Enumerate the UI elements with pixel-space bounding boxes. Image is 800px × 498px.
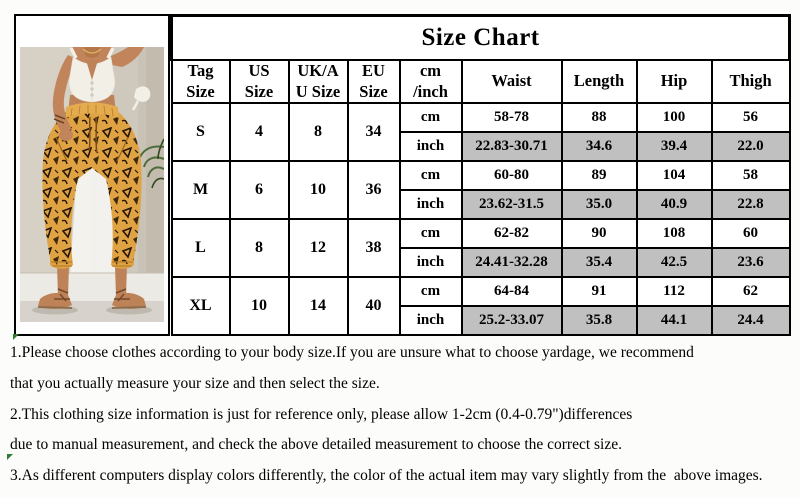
comment-marker-icon	[7, 454, 13, 460]
cell-xl-eu: 40	[346, 276, 401, 337]
cell-xl-hip-cm: 112	[635, 276, 713, 308]
cell-s-uk_au: 8	[287, 102, 349, 163]
size-row-l-inch: inch 24.41-32.28 35.4 42.5 23.6	[172, 247, 791, 279]
note-line-3: 2.This clothing size information is just…	[10, 405, 633, 423]
cell-s-thigh-inch: 22.0	[710, 131, 791, 163]
size-row-xl-inch: inch 25.2-33.07 35.8 44.1 24.4	[172, 305, 791, 337]
cell-m-waist-cm: 60-80	[460, 160, 563, 192]
cell-l-uk_au: 12	[287, 218, 349, 279]
column-header-thigh: Thigh	[710, 58, 791, 105]
cell-s-waist-inch: 22.83-30.71	[460, 131, 563, 163]
cell-xl-unit-cm: cm	[398, 276, 463, 308]
comment-marker-icon	[13, 334, 19, 340]
cell-s-unit-cm: cm	[398, 102, 463, 134]
cell-s-thigh-cm: 56	[710, 102, 791, 134]
cell-l-thigh-cm: 60	[710, 218, 791, 250]
cell-xl-length-inch: 35.8	[560, 305, 638, 337]
cell-xl-thigh-cm: 62	[710, 276, 791, 308]
note-line-4: due to manual measurement, and check the…	[10, 436, 622, 454]
cell-m-tag: M	[170, 160, 231, 221]
size-chart-title: Size Chart	[169, 14, 792, 61]
size-row-s-inch: inch 22.83-30.71 34.6 39.4 22.0	[172, 131, 791, 163]
cell-s-unit-inch: inch	[398, 131, 463, 163]
cell-l-unit-cm: cm	[398, 218, 463, 250]
note-line-1: 1.Please choose clothes according to you…	[10, 344, 694, 361]
cell-m-length-inch: 35.0	[560, 189, 638, 221]
cell-l-us: 8	[228, 218, 290, 279]
cell-xl-us: 10	[228, 276, 290, 337]
column-header-us-size: US Size	[228, 58, 290, 105]
column-header-hip: Hip	[635, 58, 713, 105]
cell-xl-thigh-inch: 24.4	[710, 305, 791, 337]
cell-m-thigh-cm: 58	[710, 160, 791, 192]
cell-xl-tag: XL	[170, 276, 231, 337]
note-line-2: that you actually measure your size and …	[10, 374, 380, 392]
column-header-waist: Waist	[460, 58, 563, 105]
cell-m-unit-cm: cm	[398, 160, 463, 192]
cell-xl-waist-cm: 64-84	[460, 276, 563, 308]
column-header-length: Length	[560, 58, 638, 105]
cell-s-hip-cm: 100	[635, 102, 713, 134]
size-row-m-cm: M 6 10 36 cm 60-80 89 104 58	[170, 160, 791, 221]
column-header-eu-size: EU Size	[346, 58, 401, 105]
cell-s-waist-cm: 58-78	[460, 102, 563, 134]
cell-l-waist-inch: 24.41-32.28	[460, 247, 563, 279]
cell-s-tag: S	[170, 102, 231, 163]
cell-m-uk_au: 10	[287, 160, 349, 221]
size-row-s-cm: S 4 8 34 cm 58-78 88 100 56	[170, 102, 791, 163]
cell-s-us: 4	[228, 102, 290, 163]
cell-xl-length-cm: 91	[560, 276, 638, 308]
cell-l-eu: 38	[346, 218, 401, 279]
product-photo-illustration	[20, 47, 164, 322]
cell-l-length-inch: 35.4	[560, 247, 638, 279]
cell-l-hip-cm: 108	[635, 218, 713, 250]
cell-l-hip-inch: 42.5	[635, 247, 713, 279]
cell-l-thigh-inch: 23.6	[710, 247, 791, 279]
cell-m-us: 6	[228, 160, 290, 221]
cell-m-waist-inch: 23.62-31.5	[460, 189, 563, 221]
cell-m-hip-cm: 104	[635, 160, 713, 192]
column-header-uk-au-size: UK/A U Size	[287, 58, 349, 105]
cell-m-thigh-inch: 22.8	[710, 189, 791, 221]
product-photo-cell	[14, 14, 170, 336]
cell-m-length-cm: 89	[560, 160, 638, 192]
cell-xl-hip-inch: 44.1	[635, 305, 713, 337]
note-line-5: 3.As different computers display colors …	[10, 467, 763, 485]
cell-m-hip-inch: 40.9	[635, 189, 713, 221]
cell-m-unit-inch: inch	[398, 189, 463, 221]
cell-s-eu: 34	[346, 102, 401, 163]
cell-s-length-cm: 88	[560, 102, 638, 134]
column-header-row: Tag Size US Size UK/A U Size EU Size cm /inc…	[170, 58, 791, 105]
size-chart-table: Size Chart Tag Size US Size UK/A U Size EU …	[169, 14, 792, 337]
cell-xl-uk_au: 14	[287, 276, 349, 337]
cell-l-tag: L	[170, 218, 231, 279]
column-header-tag-size: Tag Size	[170, 58, 231, 105]
cell-m-eu: 36	[346, 160, 401, 221]
size-row-m-inch: inch 23.62-31.5 35.0 40.9 22.8	[172, 189, 791, 221]
cell-l-unit-inch: inch	[398, 247, 463, 279]
size-row-l-cm: L 8 12 38 cm 62-82 90 108 60	[170, 218, 791, 279]
cell-l-length-cm: 90	[560, 218, 638, 250]
column-header-cm-inch: cm /inch	[398, 58, 463, 105]
cell-s-length-inch: 34.6	[560, 131, 638, 163]
cell-l-waist-cm: 62-82	[460, 218, 563, 250]
size-row-xl-cm: XL 10 14 40 cm 64-84 91 112 62	[170, 276, 791, 337]
size-table-body: S 4 8 34 cm 58-78 88 100 56 inch 22.83-30.71 34.6 39…	[170, 102, 791, 337]
cell-xl-waist-inch: 25.2-33.07	[460, 305, 563, 337]
size-notes: 1.Please choose clothes according to you…	[10, 338, 796, 492]
cell-s-hip-inch: 39.4	[635, 131, 713, 163]
cell-xl-unit-inch: inch	[398, 305, 463, 337]
